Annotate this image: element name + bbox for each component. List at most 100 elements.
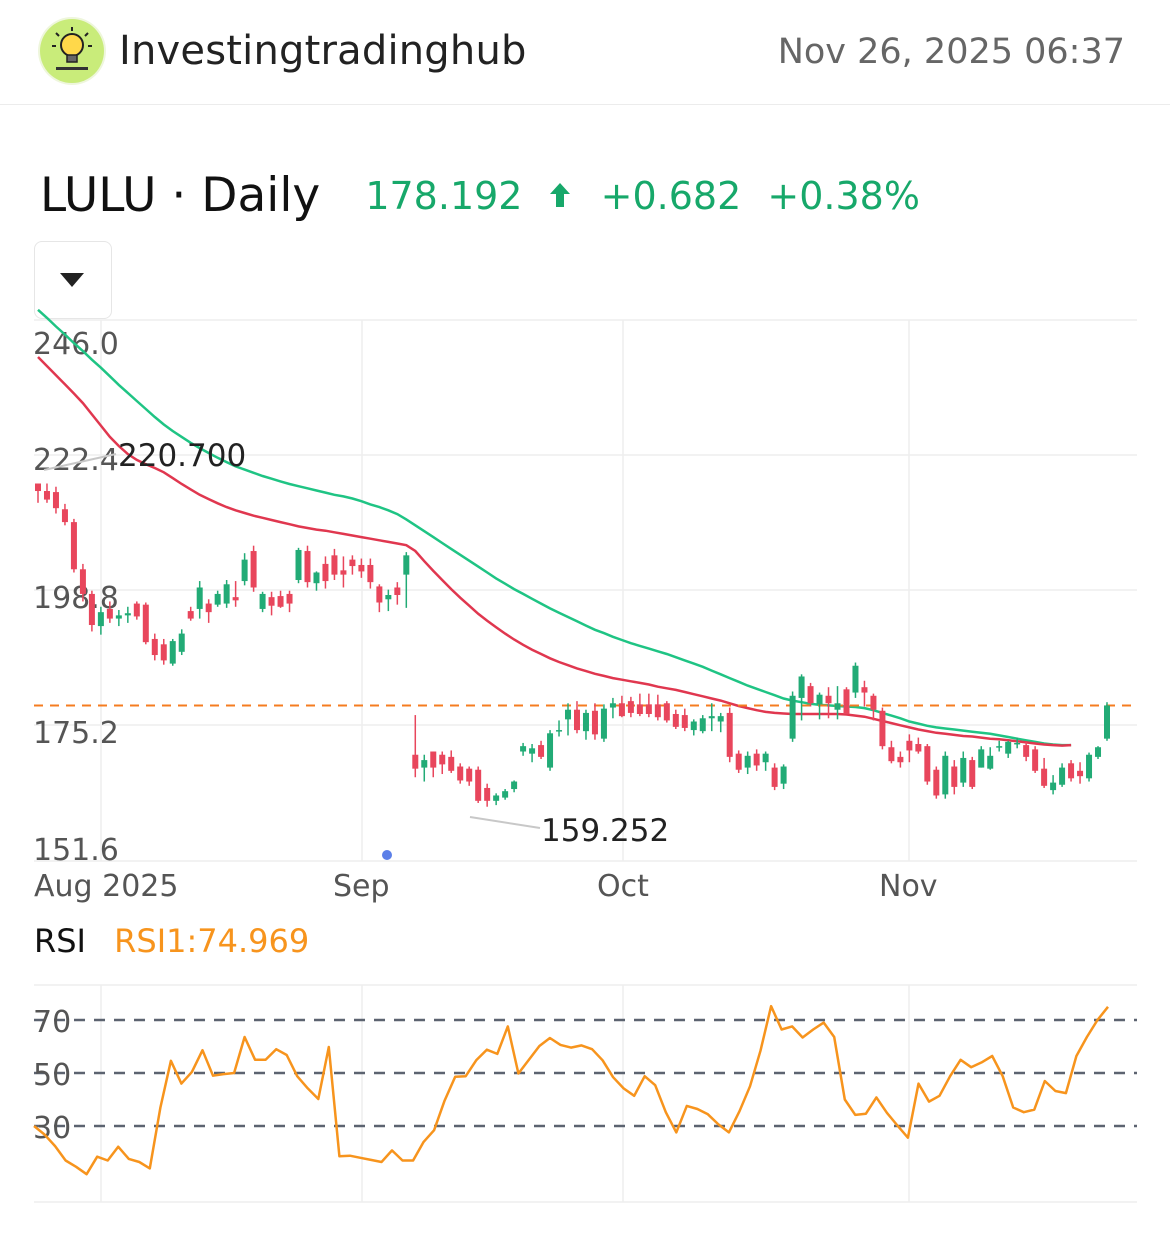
candle-body xyxy=(79,569,86,594)
candle-body xyxy=(97,612,104,627)
candle-body xyxy=(879,710,886,747)
candle-body xyxy=(681,715,688,728)
candle-body xyxy=(672,713,679,727)
candle-body xyxy=(744,755,751,768)
candle-body xyxy=(636,704,643,714)
candle-body xyxy=(861,687,868,693)
event-marker xyxy=(382,850,392,860)
low-annotation-leader xyxy=(469,816,541,829)
candle-body xyxy=(268,597,275,606)
candle-body xyxy=(960,757,967,783)
candle-body xyxy=(169,641,176,664)
candle-body xyxy=(394,587,401,595)
candle-body xyxy=(259,593,266,609)
candle-body xyxy=(807,686,814,704)
candle-body xyxy=(322,563,329,582)
candle-body xyxy=(663,703,670,721)
candle-body xyxy=(70,522,77,570)
candle-body xyxy=(35,483,41,492)
candle-body xyxy=(591,710,598,735)
candle-body xyxy=(214,593,221,605)
candle-body xyxy=(88,593,95,626)
candle-body xyxy=(735,753,742,770)
candle-body xyxy=(304,551,311,583)
candle-body xyxy=(340,570,347,575)
candle-body xyxy=(493,795,500,801)
candle-body xyxy=(484,787,491,801)
candle-body xyxy=(843,689,850,714)
candle-body xyxy=(439,754,446,765)
candle-body xyxy=(286,593,293,604)
lightbulb-icon xyxy=(52,27,92,70)
candle-body xyxy=(708,716,715,719)
candle-body xyxy=(448,756,455,771)
rsi-title: RSI xyxy=(34,922,86,960)
candle-body xyxy=(187,611,194,619)
candle-body xyxy=(367,564,374,583)
candle-body xyxy=(385,595,392,600)
candle-body xyxy=(780,766,787,784)
rsi-tick-label: 70 xyxy=(33,1005,71,1040)
ma-fast-line xyxy=(37,356,1072,747)
candle-body xyxy=(313,572,320,584)
candle-body xyxy=(529,748,536,754)
candle-body xyxy=(349,559,356,567)
candle-body xyxy=(627,701,634,713)
low-annotation-label: 159.252 xyxy=(541,813,669,849)
candle-body xyxy=(376,586,383,603)
candle-body xyxy=(870,695,877,710)
candle-body xyxy=(412,754,419,769)
candle-body xyxy=(915,744,922,752)
candle-body xyxy=(1041,768,1048,786)
candle-body xyxy=(654,704,661,718)
y-tick-label: 151.6 xyxy=(33,833,119,868)
candle-body xyxy=(232,597,239,601)
candle-body xyxy=(241,559,248,582)
rsi-tick-label: 30 xyxy=(33,1111,71,1146)
brand-name[interactable]: Investingtradinghub xyxy=(119,28,527,74)
candle-body xyxy=(151,638,158,656)
price-change-pct: +0.38% xyxy=(767,173,920,218)
ma-slow-line xyxy=(37,308,1072,747)
candle-body xyxy=(996,746,1003,748)
candle-body xyxy=(1032,749,1039,771)
candle-body xyxy=(717,716,724,722)
candle-body xyxy=(1077,770,1084,777)
y-tick-label: 175.2 xyxy=(33,716,119,751)
rsi-value: RSI1:74.969 xyxy=(114,922,310,960)
candle-body xyxy=(556,730,563,732)
candle-body xyxy=(223,584,230,604)
candle-body xyxy=(565,709,572,720)
candle-body xyxy=(726,712,733,757)
candle-body xyxy=(753,753,760,766)
candle-body xyxy=(295,549,302,580)
candle-body xyxy=(582,712,589,732)
candle-body xyxy=(924,746,931,782)
candle-body xyxy=(52,492,59,509)
rsi-legend: RSI RSI1:74.969 xyxy=(34,922,309,960)
avatar[interactable] xyxy=(40,19,104,83)
candle-body xyxy=(897,756,904,763)
x-tick-label: Aug 2025 xyxy=(34,869,178,904)
candle-body xyxy=(106,608,113,619)
symbol-interval[interactable]: LULU · Daily xyxy=(40,168,321,223)
x-tick-label: Oct xyxy=(597,869,649,904)
candle-body xyxy=(196,587,203,609)
candle-body xyxy=(115,615,122,619)
candle-body xyxy=(789,695,796,739)
candle-body xyxy=(1104,705,1110,739)
high-annotation-label: 220.700 xyxy=(118,438,246,474)
candle-body xyxy=(987,755,994,769)
collapse-dropdown-button[interactable] xyxy=(34,241,112,319)
timestamp: Nov 26, 2025 06:37 xyxy=(777,32,1125,72)
candle-body xyxy=(888,747,895,762)
candle-body xyxy=(1059,767,1066,785)
candle-body xyxy=(421,760,428,768)
candle-body xyxy=(430,751,437,768)
candle-body xyxy=(933,769,940,796)
candle-body xyxy=(160,644,167,661)
candle-body xyxy=(951,766,958,787)
candle-body xyxy=(457,766,464,781)
last-price: 178.192 xyxy=(365,173,523,218)
